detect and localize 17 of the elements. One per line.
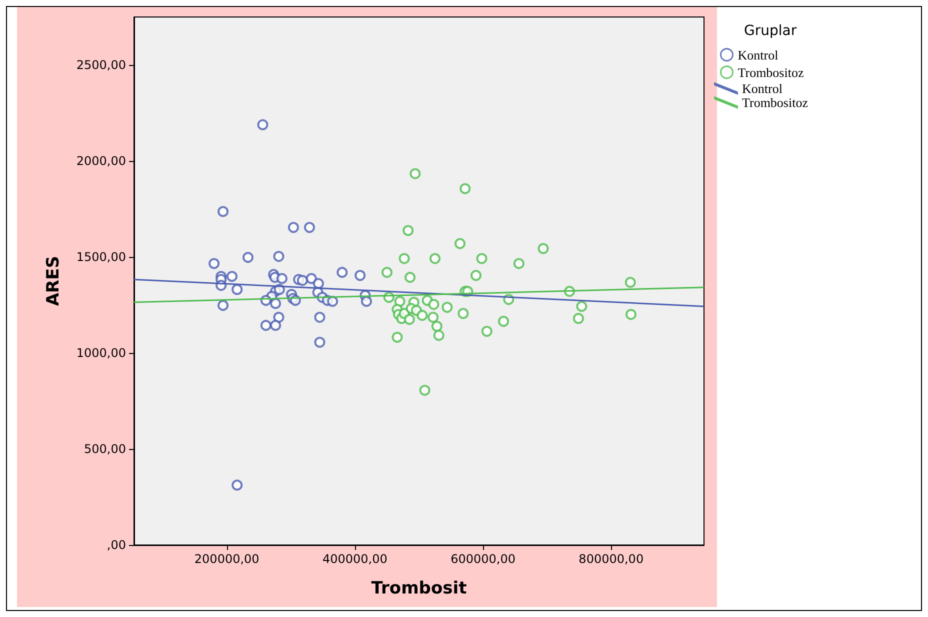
x-tick-label: 600000,00 xyxy=(450,552,516,566)
x-axis-title: Trombosit xyxy=(371,578,467,598)
y-axis-title: ARES xyxy=(44,256,64,306)
y-tick-label: 1500,00 xyxy=(76,250,126,264)
y-tick-label: 500,00 xyxy=(84,442,126,456)
legend-label: Kontrol xyxy=(742,81,783,96)
y-tick-label: ,00 xyxy=(106,538,126,552)
legend-label: Trombositoz xyxy=(742,95,808,110)
x-tick-label: 800000,00 xyxy=(578,552,644,566)
y-tick-label: 2500,00 xyxy=(76,58,126,72)
y-tick-label: 2000,00 xyxy=(76,154,126,168)
x-tick-label: 400000,00 xyxy=(322,552,388,566)
legend-title: Gruplar xyxy=(744,23,797,39)
x-tick-label: 200000,00 xyxy=(194,552,260,566)
y-tick-label: 1000,00 xyxy=(76,346,126,360)
legend-label: Trombositoz xyxy=(738,64,804,80)
legend-label: Kontrol xyxy=(738,47,779,62)
